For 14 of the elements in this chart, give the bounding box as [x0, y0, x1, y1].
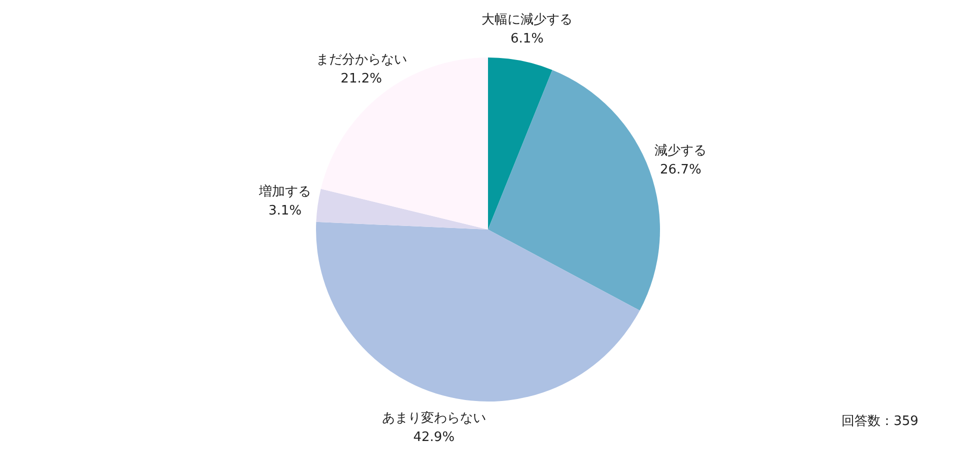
data-label: 42.9% — [413, 430, 455, 446]
pie-slice — [316, 222, 640, 402]
slice-label: あまり変わらない — [382, 410, 486, 426]
pie-slice — [488, 58, 552, 230]
text: 回答数：359 — [842, 414, 918, 429]
data-label: 26.7% — [660, 162, 702, 178]
slice-label: 増加する — [258, 184, 312, 200]
pie-slice — [316, 188, 488, 230]
data-label: 21.2% — [340, 71, 382, 86]
data-label: 6.1% — [510, 31, 544, 46]
slice-label: まだ分からない — [316, 52, 407, 68]
slice-label: 減少する — [654, 143, 707, 158]
slice-label: 大幅に減少する — [482, 12, 573, 28]
data-label: 3.1% — [268, 204, 302, 219]
